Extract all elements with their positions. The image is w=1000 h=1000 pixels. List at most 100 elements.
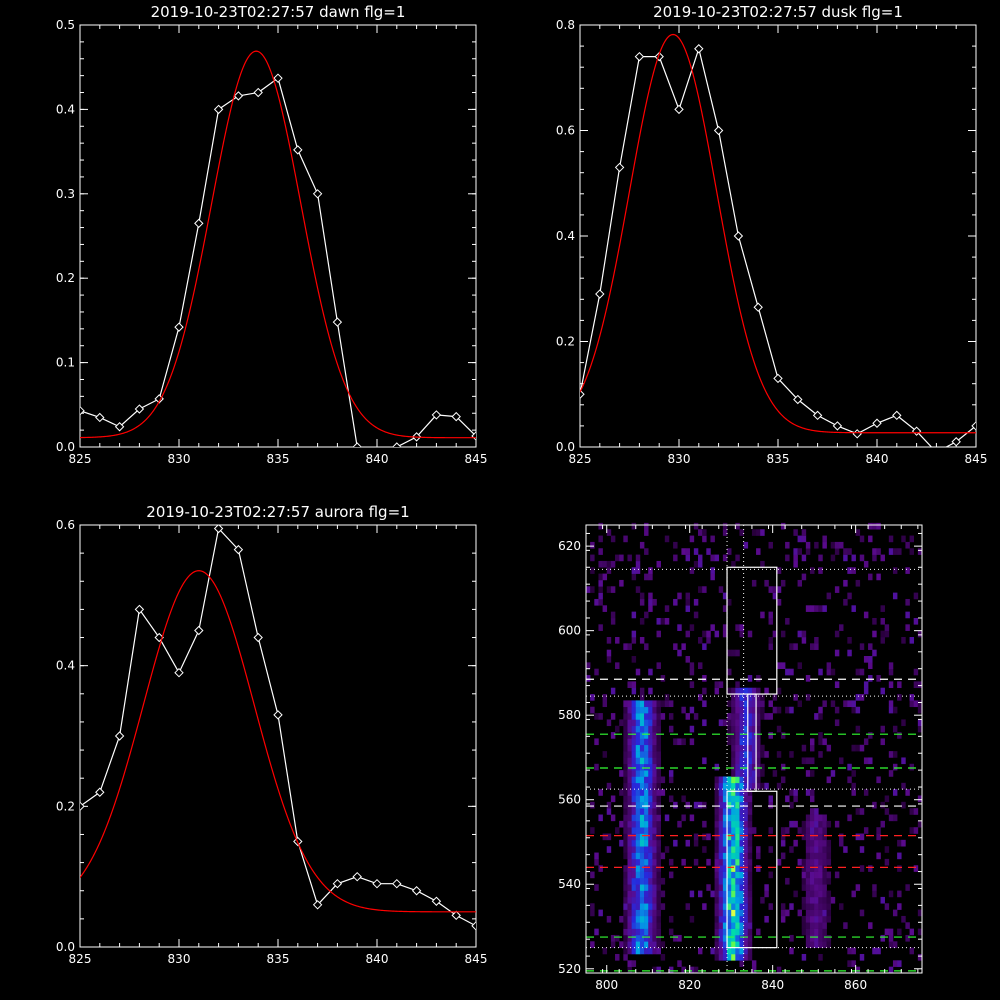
- x-tick-label: 800: [595, 978, 618, 992]
- y-tick-label: 0.1: [56, 356, 75, 370]
- heatmap-cell: [768, 903, 773, 910]
- heatmap-cell: [689, 814, 695, 822]
- heatmap-cell: [627, 884, 632, 891]
- heatmap-cell: [627, 795, 632, 803]
- heatmap-cell: [656, 763, 661, 771]
- heatmap-cell: [606, 808, 612, 815]
- heatmap-cell: [652, 941, 657, 948]
- heatmap-cell: [652, 903, 657, 910]
- heatmap-cell: [789, 751, 794, 758]
- heatmap-cell: [623, 706, 628, 714]
- heatmap-cell: [826, 934, 832, 942]
- heatmap-cell: [602, 605, 608, 612]
- heatmap-cell: [747, 903, 753, 910]
- heatmap-cell: [743, 713, 749, 720]
- heatmap-cell: [710, 554, 715, 562]
- heatmap-cell: [635, 852, 641, 860]
- heatmap-cell: [635, 770, 641, 777]
- heatmap-cell: [739, 827, 744, 834]
- heatmap-cell: [756, 687, 761, 695]
- heatmap-cell: [639, 922, 645, 929]
- heatmap-cell: [818, 751, 823, 758]
- heatmap-cell: [747, 700, 753, 708]
- heatmap-cell: [722, 808, 728, 815]
- heatmap-cell: [606, 915, 612, 923]
- heatmap-cell: [652, 732, 657, 739]
- heatmap-cell: [739, 846, 744, 853]
- heatmap-cell: [739, 915, 744, 923]
- heatmap-cell: [731, 941, 736, 948]
- heatmap-cell: [610, 732, 616, 739]
- heatmap-cell: [768, 541, 773, 549]
- heatmap-cell: [644, 839, 649, 847]
- heatmap-cell: [785, 706, 790, 714]
- heatmap-cell: [735, 649, 740, 657]
- heatmap-cell: [818, 934, 823, 942]
- heatmap-cell: [644, 763, 649, 771]
- heatmap-cell: [590, 801, 595, 809]
- heatmap-cell: [731, 915, 736, 923]
- heatmap-cell: [652, 966, 657, 974]
- region-box: [726, 790, 778, 949]
- heatmap-cell: [693, 858, 699, 866]
- heatmap-cell: [760, 713, 765, 720]
- heatmap-cell: [644, 934, 649, 942]
- heatmap-cell: [847, 776, 852, 784]
- heatmap-cell: [722, 915, 728, 923]
- heatmap-cell: [652, 814, 657, 822]
- heatmap-cell: [656, 909, 661, 917]
- heatmap-cell: [756, 776, 761, 784]
- heatmap-cell: [702, 586, 707, 593]
- heatmap-cell: [751, 751, 757, 758]
- heatmap-cell: [901, 839, 906, 847]
- heatmap-cell: [623, 725, 628, 733]
- heatmap-cell: [913, 617, 919, 625]
- heatmap-cell: [731, 909, 736, 917]
- y-tick-label: 0.6: [56, 518, 75, 532]
- heatmap-cell: [635, 884, 641, 891]
- heatmap-cell: [644, 928, 649, 936]
- heatmap-cell: [785, 909, 790, 917]
- heatmap-cell: [656, 662, 661, 669]
- heatmap-cell: [751, 713, 757, 720]
- heatmap-cell: [668, 871, 674, 879]
- heatmap-cell: [594, 713, 599, 720]
- heatmap-cell: [747, 770, 753, 777]
- plot-frame: [585, 524, 923, 974]
- heatmap-cell: [639, 725, 645, 733]
- heatmap-cell: [780, 833, 786, 841]
- heatmap-cell: [747, 782, 753, 790]
- heatmap-cell: [648, 795, 653, 803]
- heatmap-cell: [839, 839, 844, 847]
- heatmap-cell: [702, 529, 707, 536]
- heatmap-cell: [718, 795, 724, 803]
- heatmap-cell: [727, 858, 732, 866]
- heatmap-cell: [706, 630, 711, 638]
- heatmap-cell: [685, 548, 691, 555]
- heatmap-cell: [747, 922, 753, 929]
- heatmap-cell: [793, 694, 798, 701]
- heatmap-cell: [706, 833, 711, 841]
- heatmap-cell: [722, 839, 728, 847]
- heatmap-cell: [888, 668, 894, 676]
- heatmap-cell: [818, 858, 823, 866]
- heatmap-cell: [656, 903, 661, 910]
- heatmap-cell: [627, 903, 632, 910]
- heatmap-cell: [631, 884, 637, 891]
- heatmap-cell: [818, 554, 823, 562]
- data-point-marker: [392, 878, 402, 889]
- heatmap-cell: [818, 915, 823, 923]
- heatmap-cell: [884, 795, 890, 803]
- heatmap-cell: [760, 560, 765, 568]
- heatmap-cell: [743, 541, 749, 549]
- heatmap-cell: [635, 865, 641, 872]
- heatmap-cell: [656, 795, 661, 803]
- heatmap-cell: [818, 890, 823, 898]
- heatmap-cell: [851, 605, 856, 612]
- heatmap-cell: [739, 719, 744, 727]
- heatmap-cell: [594, 928, 599, 936]
- y-tick-label: 0.6: [556, 124, 575, 138]
- heatmap-cell: [631, 814, 637, 822]
- data-point-marker: [971, 421, 976, 431]
- heatmap-cell: [648, 814, 653, 822]
